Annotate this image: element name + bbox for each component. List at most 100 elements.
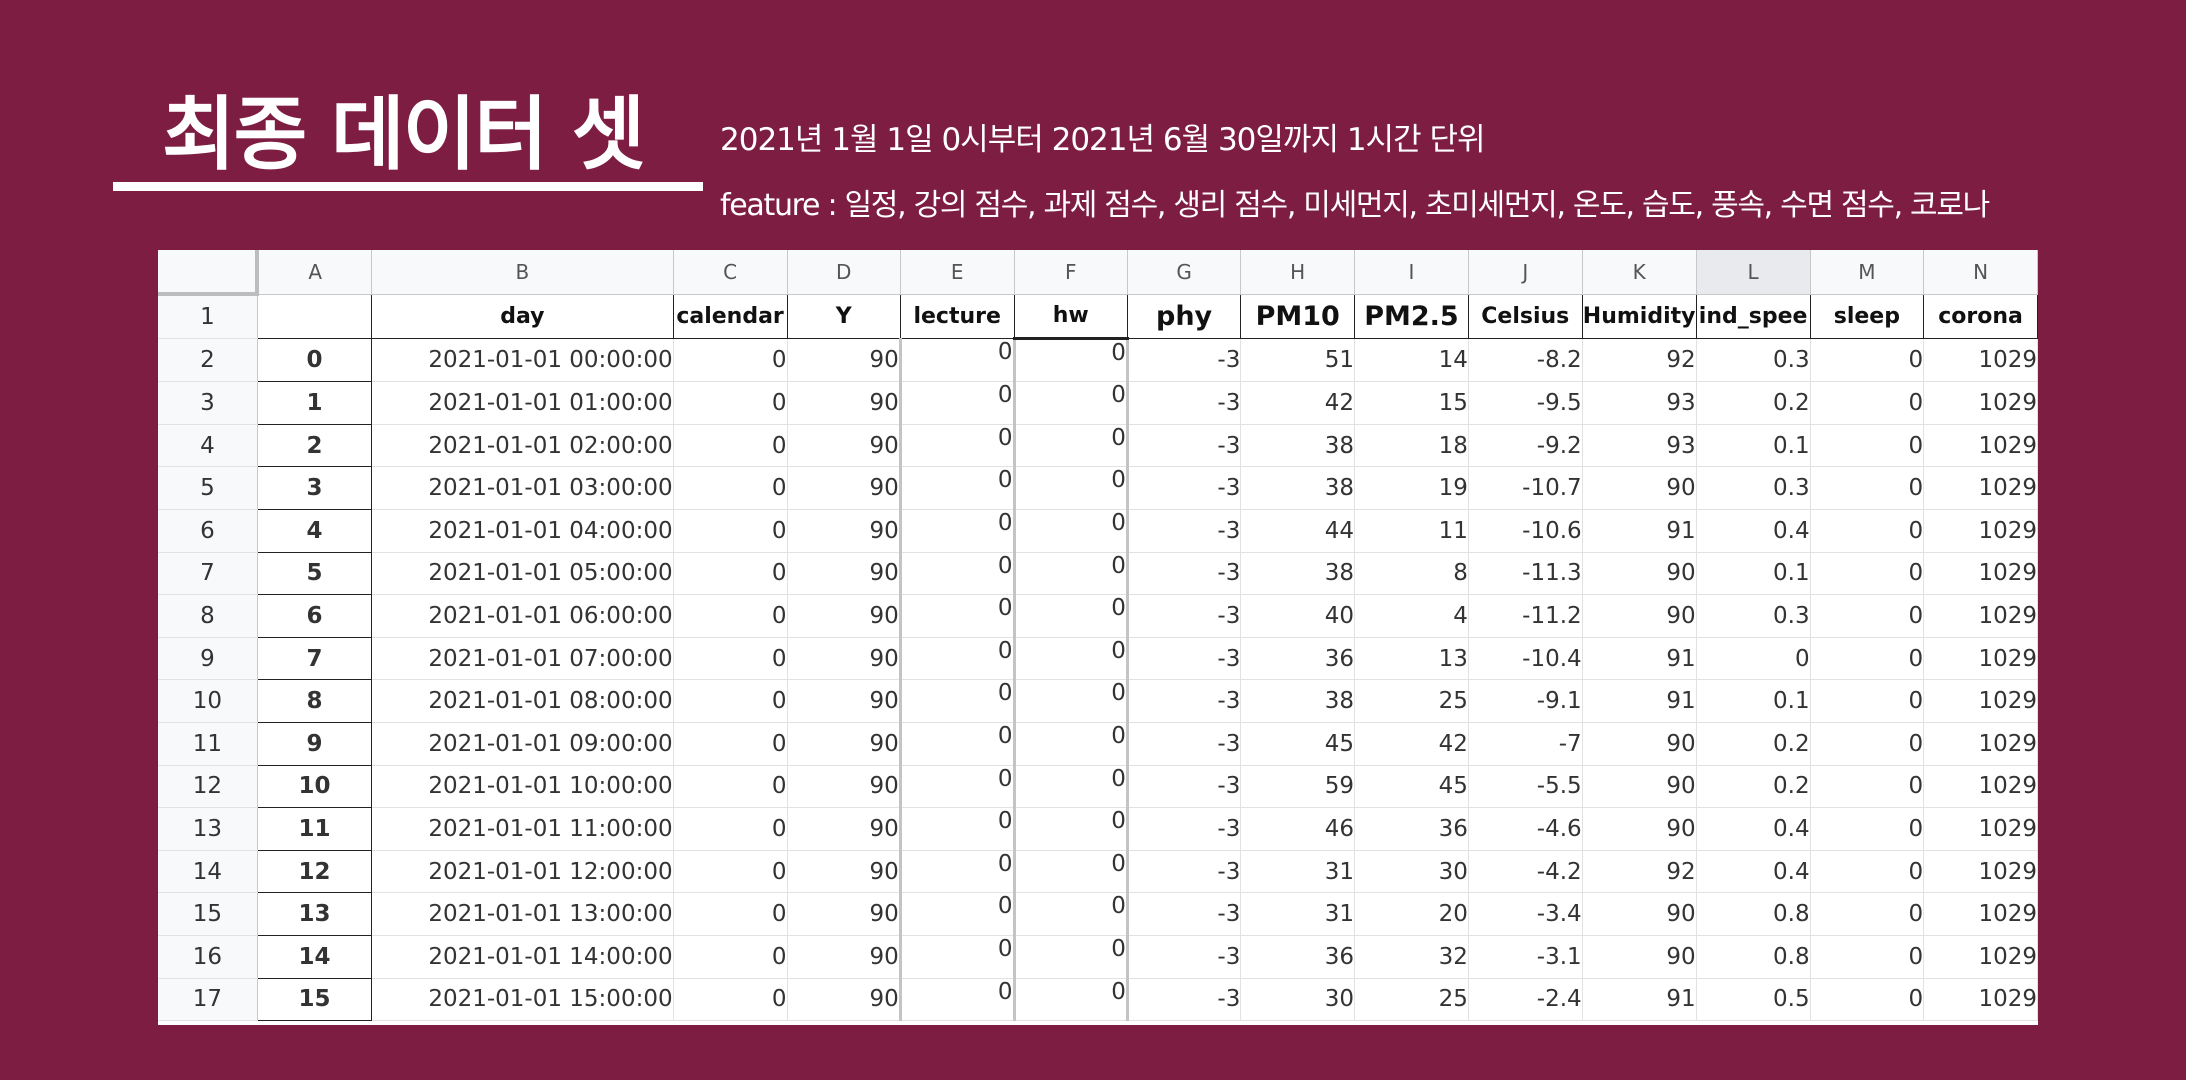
data-cell[interactable]: -4.2	[1468, 850, 1583, 894]
data-cell[interactable]: 90	[1582, 552, 1697, 596]
data-cell[interactable]: 46	[1240, 807, 1356, 851]
data-cell[interactable]: 0	[898, 424, 1016, 468]
data-cell[interactable]: 0	[673, 381, 788, 425]
column-header-h[interactable]: H	[1240, 250, 1356, 295]
data-cell[interactable]: 0.4	[1696, 807, 1811, 851]
data-cell[interactable]: 0	[1014, 765, 1129, 809]
data-cell[interactable]: 0	[1810, 807, 1925, 851]
data-cell[interactable]: 0	[673, 807, 788, 851]
date-cell[interactable]: 2021-01-01 07:00:00	[371, 637, 674, 681]
data-cell[interactable]: 90	[1582, 935, 1697, 979]
data-cell[interactable]: 0	[1810, 509, 1925, 553]
header-cell-pm10[interactable]: PM10	[1240, 294, 1356, 339]
data-cell[interactable]: 0	[1014, 552, 1129, 596]
data-cell[interactable]: 0.3	[1696, 338, 1811, 383]
header-cell-y[interactable]: Y	[787, 294, 901, 339]
column-header-k[interactable]: K	[1582, 250, 1697, 295]
data-cell[interactable]: 8	[1354, 552, 1469, 596]
row-number[interactable]: 13	[158, 807, 258, 851]
data-cell[interactable]: -4.6	[1468, 807, 1583, 851]
data-cell[interactable]: 0.4	[1696, 509, 1811, 553]
data-cell[interactable]: 0	[1014, 722, 1129, 766]
data-cell[interactable]: 0	[1014, 509, 1129, 553]
data-cell[interactable]: -10.6	[1468, 509, 1583, 553]
data-cell[interactable]: 25	[1354, 978, 1469, 1022]
data-cell[interactable]: 0	[898, 935, 1016, 979]
data-cell[interactable]: -5.5	[1468, 765, 1583, 809]
data-cell[interactable]: 45	[1240, 722, 1356, 766]
data-cell[interactable]: -3	[1127, 892, 1242, 936]
data-cell[interactable]: 45	[1354, 765, 1469, 809]
data-cell[interactable]: -3	[1127, 466, 1242, 510]
date-cell[interactable]: 2021-01-01 01:00:00	[371, 381, 674, 425]
data-cell[interactable]: -3	[1127, 765, 1242, 809]
index-cell[interactable]: 13	[257, 892, 373, 936]
data-cell[interactable]: 0	[898, 722, 1016, 766]
data-cell[interactable]: 44	[1240, 509, 1356, 553]
data-cell[interactable]: 1029	[1923, 466, 2038, 510]
data-cell[interactable]: 1029	[1923, 552, 2038, 596]
index-cell[interactable]: 0	[257, 338, 373, 383]
date-cell[interactable]: 2021-01-01 12:00:00	[371, 850, 674, 894]
data-cell[interactable]: 0	[673, 722, 788, 766]
data-cell[interactable]: -3.1	[1468, 935, 1583, 979]
data-cell[interactable]: 0	[673, 594, 788, 638]
data-cell[interactable]: 0	[673, 637, 788, 681]
data-cell[interactable]: 31	[1240, 892, 1356, 936]
row-number[interactable]: 14	[158, 850, 258, 894]
data-cell[interactable]: 90	[787, 552, 901, 596]
data-cell[interactable]: 0	[898, 637, 1016, 681]
data-cell[interactable]: 0	[1014, 935, 1129, 979]
data-cell[interactable]: 0.3	[1696, 594, 1811, 638]
data-cell[interactable]: -7	[1468, 722, 1583, 766]
data-cell[interactable]: 90	[1582, 892, 1697, 936]
row-number[interactable]: 12	[158, 765, 258, 809]
data-cell[interactable]: -3	[1127, 424, 1242, 468]
date-cell[interactable]: 2021-01-01 05:00:00	[371, 552, 674, 596]
column-header-e[interactable]: E	[900, 250, 1015, 295]
row-number[interactable]: 17	[158, 978, 258, 1022]
data-cell[interactable]: 90	[787, 424, 901, 468]
data-cell[interactable]: 0	[898, 765, 1016, 809]
data-cell[interactable]: 91	[1582, 978, 1697, 1022]
data-cell[interactable]: 0	[1810, 935, 1925, 979]
data-cell[interactable]: 0	[673, 765, 788, 809]
data-cell[interactable]: 0	[673, 935, 788, 979]
data-cell[interactable]: 90	[787, 935, 901, 979]
index-cell[interactable]: 1	[257, 381, 373, 425]
data-cell[interactable]: 0	[1014, 892, 1129, 936]
data-cell[interactable]: 1029	[1923, 679, 2038, 723]
date-cell[interactable]: 2021-01-01 00:00:00	[371, 338, 674, 383]
data-cell[interactable]: 90	[787, 594, 901, 638]
header-cell-lecture[interactable]: lecture	[900, 294, 1015, 339]
column-header-f[interactable]: F	[1014, 250, 1128, 295]
data-cell[interactable]: -3	[1127, 807, 1242, 851]
data-cell[interactable]: 92	[1582, 850, 1697, 894]
column-header-m[interactable]: M	[1810, 250, 1925, 295]
data-cell[interactable]: 38	[1240, 552, 1356, 596]
data-cell[interactable]: 91	[1582, 637, 1697, 681]
data-cell[interactable]: 0.3	[1696, 466, 1811, 510]
column-header-n[interactable]: N	[1923, 250, 2038, 295]
date-cell[interactable]: 2021-01-01 13:00:00	[371, 892, 674, 936]
data-cell[interactable]: 14	[1354, 338, 1469, 383]
data-cell[interactable]: 90	[787, 466, 901, 510]
data-cell[interactable]: 0	[1810, 765, 1925, 809]
index-cell[interactable]: 4	[257, 509, 373, 553]
data-cell[interactable]: 18	[1354, 424, 1469, 468]
data-cell[interactable]: 0	[898, 381, 1016, 425]
index-cell[interactable]: 11	[257, 807, 373, 851]
data-cell[interactable]: -3	[1127, 637, 1242, 681]
data-cell[interactable]: -3	[1127, 722, 1242, 766]
data-cell[interactable]: 0	[1810, 466, 1925, 510]
data-cell[interactable]: 13	[1354, 637, 1469, 681]
data-cell[interactable]: 59	[1240, 765, 1356, 809]
column-header-d[interactable]: D	[787, 250, 901, 295]
data-cell[interactable]: 1029	[1923, 978, 2038, 1022]
data-cell[interactable]: 20	[1354, 892, 1469, 936]
header-cell-day[interactable]: day	[371, 294, 674, 339]
data-cell[interactable]: 0	[898, 850, 1016, 894]
data-cell[interactable]: 0.8	[1696, 892, 1811, 936]
data-cell[interactable]: -3	[1127, 552, 1242, 596]
